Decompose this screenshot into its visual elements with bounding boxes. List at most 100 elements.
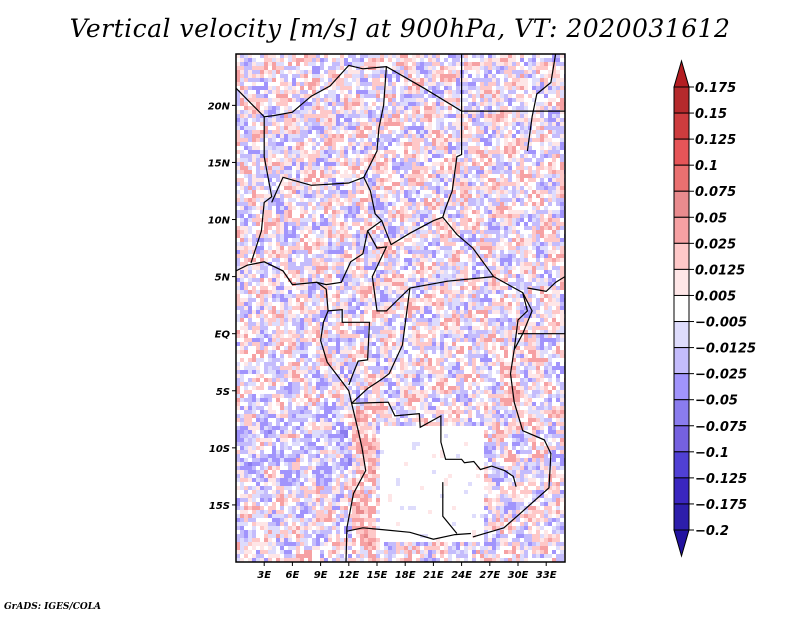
field-cell <box>460 162 464 166</box>
field-cell <box>392 62 396 66</box>
field-cell <box>464 318 468 322</box>
field-cell <box>488 158 492 162</box>
field-cell <box>552 314 556 318</box>
field-cell <box>248 218 252 222</box>
field-cell <box>560 294 564 298</box>
field-cell <box>324 330 328 334</box>
field-cell <box>396 198 400 202</box>
field-cell <box>540 298 544 302</box>
field-cell <box>416 86 420 90</box>
field-cell <box>272 266 276 270</box>
field-cell <box>492 146 496 150</box>
field-cell <box>536 222 540 226</box>
field-cell <box>512 230 516 234</box>
field-cell <box>248 170 252 174</box>
field-cell <box>404 262 408 266</box>
field-cell <box>388 246 392 250</box>
field-cell <box>240 102 244 106</box>
field-cell <box>332 166 336 170</box>
field-cell <box>452 170 456 174</box>
field-cell <box>424 170 428 174</box>
field-cell <box>340 330 344 334</box>
field-cell <box>452 202 456 206</box>
field-cell <box>312 58 316 62</box>
field-cell <box>408 334 412 338</box>
field-cell <box>372 122 376 126</box>
field-cell <box>336 266 340 270</box>
field-cell <box>508 190 512 194</box>
field-cell <box>308 250 312 254</box>
field-cell <box>556 218 560 222</box>
field-cell <box>348 214 352 218</box>
field-cell <box>256 98 260 102</box>
field-cell <box>388 278 392 282</box>
field-cell <box>540 226 544 230</box>
field-cell <box>292 266 296 270</box>
field-cell <box>280 234 284 238</box>
field-cell <box>360 302 364 306</box>
field-cell <box>344 330 348 334</box>
field-cell <box>556 62 560 66</box>
field-cell <box>516 258 520 262</box>
field-cell <box>380 202 384 206</box>
field-cell <box>492 322 496 326</box>
field-cell <box>264 346 268 350</box>
field-cell <box>404 266 408 270</box>
field-cell <box>464 262 468 266</box>
field-cell <box>380 170 384 174</box>
field-cell <box>444 318 448 322</box>
field-cell <box>264 122 268 126</box>
field-cell <box>492 166 496 170</box>
field-cell <box>272 138 276 142</box>
field-cell <box>248 202 252 206</box>
field-cell <box>340 102 344 106</box>
field-cell <box>324 126 328 130</box>
field-cell <box>320 126 324 130</box>
field-cell <box>452 194 456 198</box>
field-cell <box>280 94 284 98</box>
field-cell <box>436 302 440 306</box>
field-cell <box>420 238 424 242</box>
field-cell <box>536 206 540 210</box>
field-cell <box>516 162 520 166</box>
field-cell <box>320 74 324 78</box>
field-cell <box>280 194 284 198</box>
field-cell <box>524 226 528 230</box>
field-cell <box>276 114 280 118</box>
field-cell <box>276 226 280 230</box>
field-cell <box>452 342 456 346</box>
field-cell <box>404 162 408 166</box>
field-cell <box>348 122 352 126</box>
field-cell <box>300 126 304 130</box>
field-cell <box>316 326 320 330</box>
field-cell <box>316 238 320 242</box>
field-cell <box>324 154 328 158</box>
field-cell <box>480 214 484 218</box>
field-cell <box>288 214 292 218</box>
field-cell <box>344 210 348 214</box>
chart-title: Vertical velocity [m/s] at 900hPa, VT: 2… <box>69 14 731 43</box>
field-cell <box>436 314 440 318</box>
field-cell <box>412 102 416 106</box>
field-cell <box>252 194 256 198</box>
field-cell <box>400 234 404 238</box>
field-cell <box>288 230 292 234</box>
field-cell <box>316 322 320 326</box>
field-cell <box>368 326 372 330</box>
field-cell <box>244 158 248 162</box>
field-cell <box>468 182 472 186</box>
field-cell <box>332 102 336 106</box>
field-cell <box>420 278 424 282</box>
field-cell <box>516 350 520 354</box>
field-cell <box>316 98 320 102</box>
field-cell <box>316 226 320 230</box>
field-cell <box>556 126 560 130</box>
field-cell <box>532 150 536 154</box>
field-cell <box>284 294 288 298</box>
field-cell <box>384 150 388 154</box>
field-cell <box>492 242 496 246</box>
field-cell <box>536 338 540 342</box>
field-cell <box>432 318 436 322</box>
field-cell <box>476 66 480 70</box>
field-cell <box>308 278 312 282</box>
